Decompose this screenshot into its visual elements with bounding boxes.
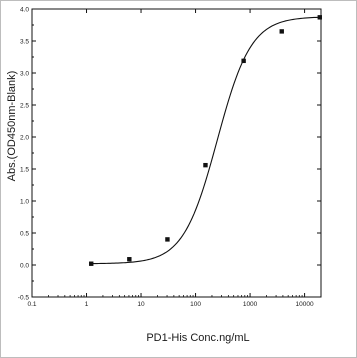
axes-layer: -0.5 0.0 0.5 1.0 1.5 2.0 2.5 3.0 3.5 4.0 0.1 1 10 100… [18,6,322,308]
y-tick-label: 1.5 [20,166,29,173]
x-tick-label: 1000 [243,301,258,308]
x-tick-label: 0.1 [27,301,36,308]
x-tick-label: 10 [137,301,145,308]
data-point [279,29,284,34]
x-tick-label: 100 [190,301,201,308]
y-tick-label: 2.5 [20,102,29,109]
y-tick-label: 0.5 [20,230,29,237]
y-tick-label: 2.0 [20,134,29,141]
fit-curve-layer [91,16,320,265]
data-point [127,257,132,262]
data-point [89,261,94,266]
x-tick-label: 10000 [296,301,314,308]
x-tick-label: 1 [85,301,89,308]
y-tick-label: 0.0 [20,262,29,269]
data-points-layer [89,15,322,266]
plot-border [31,8,322,298]
fit-curve [91,16,320,265]
y-tick-label: 1.0 [20,198,29,205]
data-point [203,162,208,168]
data-point [241,58,246,64]
y-axis-title: Abs.(OD450nm-Blank) [6,71,18,182]
data-point [317,15,322,20]
y-tick-label: 3.5 [20,38,29,45]
y-tick-label: 4.0 [20,6,29,13]
x-axis-title: PD1-His Conc.ng/mL [146,332,249,344]
y-tick-label: 3.0 [20,70,29,77]
data-point [165,237,170,242]
y-tick-label: -0.5 [18,294,30,301]
